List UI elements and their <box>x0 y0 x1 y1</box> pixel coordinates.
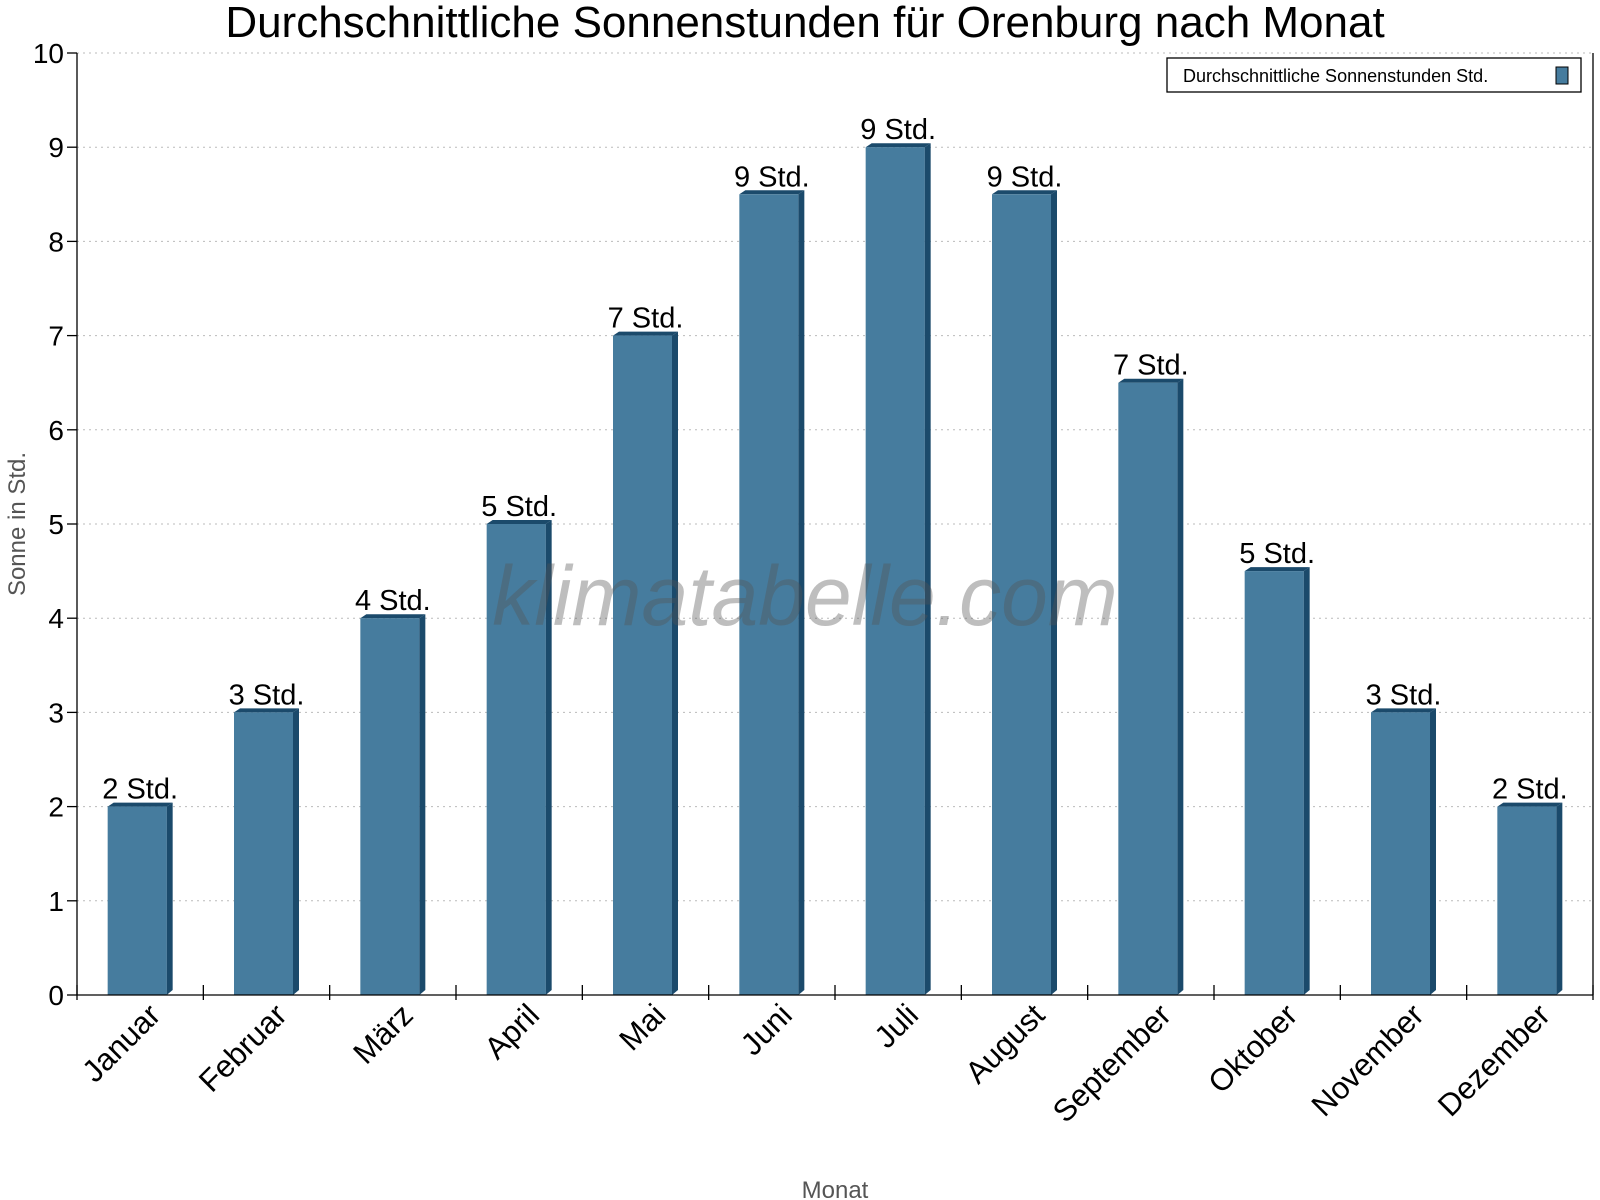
legend-swatch <box>1555 66 1569 85</box>
bar-top <box>360 614 426 619</box>
bar-top <box>1118 378 1184 383</box>
data-label: 2 Std. <box>1492 774 1568 806</box>
y-tick-label: 4 <box>48 603 64 634</box>
bar-top <box>486 520 552 524</box>
bar-februar <box>234 712 293 995</box>
y-axis-title: Sonne in Std. <box>4 452 31 596</box>
x-tick-label: April <box>478 997 547 1066</box>
bar-side <box>798 190 805 996</box>
y-tick-label: 3 <box>48 697 64 728</box>
y-tick-label: 6 <box>48 415 64 446</box>
bar-side <box>545 520 552 995</box>
bar-top <box>613 331 678 336</box>
bar-top <box>1244 567 1310 572</box>
bar-top <box>107 802 173 807</box>
bar-mai <box>613 335 672 996</box>
y-tick-label: 0 <box>48 980 64 1011</box>
y-tick-label: 8 <box>48 226 64 257</box>
y-tick-label: 1 <box>48 886 64 917</box>
bar-side <box>1303 567 1310 995</box>
bar-top <box>865 143 931 148</box>
bar-side <box>419 614 426 995</box>
bar-januar <box>107 806 167 995</box>
x-tick-label: Juli <box>867 997 925 1055</box>
x-tick-label: November <box>1305 997 1431 1123</box>
bar-märz <box>360 618 420 995</box>
bar-juli <box>865 147 925 995</box>
data-label: 3 Std. <box>229 679 305 711</box>
x-tick-label: September <box>1046 997 1178 1129</box>
bar-top <box>739 190 805 195</box>
x-tick-label: März <box>346 997 419 1070</box>
legend-box <box>1166 57 1582 93</box>
bar-juni <box>739 194 799 996</box>
legend-label: Durchschnittliche Sonnenstunden Std. <box>1183 66 1488 86</box>
bar-november <box>1371 712 1430 995</box>
bar-side <box>166 802 173 995</box>
bar-dezember <box>1497 806 1557 995</box>
x-tick-label: Mai <box>612 997 672 1057</box>
bar-side <box>1430 708 1436 995</box>
bar-side <box>1177 378 1184 995</box>
y-tick-label: 5 <box>48 509 64 540</box>
bar-september <box>1118 382 1178 995</box>
bar-side <box>1556 802 1563 995</box>
x-tick-label: Februar <box>192 997 294 1099</box>
data-label: 4 Std. <box>355 585 431 617</box>
bar-side <box>672 331 678 996</box>
data-label: 5 Std. <box>481 491 557 523</box>
data-label: 9 Std. <box>734 161 810 193</box>
data-label: 9 Std. <box>987 161 1063 193</box>
bar-side <box>293 708 299 995</box>
bar-top <box>1497 802 1563 807</box>
data-label: 7 Std. <box>608 303 684 335</box>
chart-title: Durchschnittliche Sonnenstunden für Oren… <box>225 0 1384 47</box>
bar-side <box>924 143 931 995</box>
data-label: 2 Std. <box>102 774 178 806</box>
bar-april <box>486 524 546 995</box>
y-tick-label: 10 <box>33 38 64 69</box>
data-label: 7 Std. <box>1113 350 1189 382</box>
data-label: 5 Std. <box>1239 538 1315 570</box>
bar-side <box>1051 190 1057 996</box>
legend: Durchschnittliche Sonnenstunden Std. <box>1166 57 1582 93</box>
x-tick-label: Oktober <box>1201 997 1304 1100</box>
y-tick-label: 9 <box>48 132 64 163</box>
bar-top <box>992 190 1057 195</box>
bar-august <box>992 194 1051 996</box>
x-axis-title: Monat <box>802 1177 869 1200</box>
y-tick-label: 2 <box>48 792 64 823</box>
bar-top <box>1371 708 1436 713</box>
x-tick-label: Juni <box>734 997 799 1062</box>
data-label: 9 Std. <box>860 114 936 146</box>
bar-oktober <box>1244 571 1304 995</box>
x-tick-label: Januar <box>75 997 167 1089</box>
bar-top <box>234 708 299 713</box>
y-tick-label: 7 <box>48 321 64 352</box>
bars: 2 Std. 3 Std. 4 Std. 5 Std. 7 Std. 9 Std. 9 St… <box>102 114 1568 996</box>
data-label: 3 Std. <box>1366 679 1442 711</box>
gridlines <box>77 52 1593 902</box>
x-tick-label: August <box>958 997 1051 1090</box>
watermark: klimatabelle.com <box>492 549 1118 643</box>
x-tick-label: Dezember <box>1431 997 1557 1123</box>
